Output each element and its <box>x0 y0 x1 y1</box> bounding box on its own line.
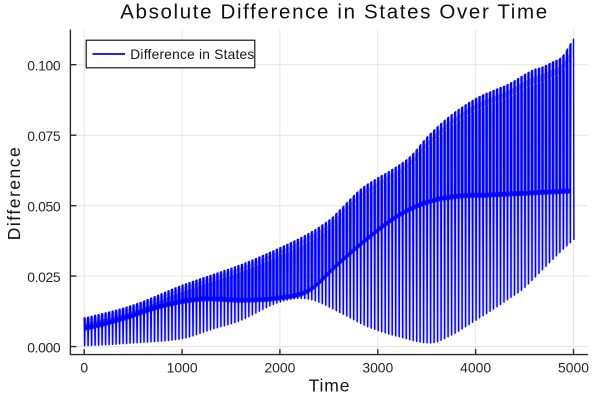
svg-text:4000: 4000 <box>460 359 491 375</box>
svg-text:3000: 3000 <box>362 359 393 375</box>
svg-text:0.000: 0.000 <box>27 339 61 355</box>
svg-text:Time: Time <box>309 376 351 396</box>
svg-text:5000: 5000 <box>558 359 589 375</box>
svg-text:0.075: 0.075 <box>27 128 61 144</box>
svg-text:2000: 2000 <box>264 359 295 375</box>
svg-text:Difference: Difference <box>4 146 24 240</box>
svg-text:0.050: 0.050 <box>27 199 61 215</box>
svg-text:Absolute Difference in States: Absolute Difference in States Over Time <box>120 1 549 24</box>
svg-text:1000: 1000 <box>167 359 198 375</box>
svg-text:0: 0 <box>80 359 88 375</box>
svg-text:0.025: 0.025 <box>27 269 61 285</box>
svg-text:0.100: 0.100 <box>27 58 61 74</box>
svg-text:Difference in States: Difference in States <box>130 47 254 62</box>
